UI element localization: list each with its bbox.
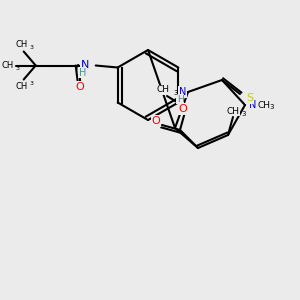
Text: N: N [81, 61, 90, 70]
Text: CH: CH [16, 82, 28, 91]
Text: 3: 3 [241, 111, 245, 117]
Text: CH: CH [2, 61, 14, 70]
Text: 3: 3 [173, 90, 178, 96]
Text: H: H [79, 68, 86, 77]
Text: 3: 3 [30, 81, 34, 86]
Text: S: S [246, 93, 253, 103]
Text: H: H [177, 94, 183, 103]
Text: 3: 3 [30, 45, 34, 50]
Text: CH: CH [157, 85, 169, 94]
Text: CH: CH [257, 100, 270, 109]
Text: 3: 3 [269, 104, 274, 110]
Text: CH: CH [16, 40, 28, 49]
Text: O: O [178, 104, 188, 114]
Text: O: O [152, 116, 160, 126]
Text: O: O [75, 82, 84, 92]
Text: N: N [178, 87, 186, 97]
Text: CH: CH [226, 106, 239, 116]
Text: N: N [249, 100, 256, 110]
Text: 3: 3 [16, 66, 20, 71]
